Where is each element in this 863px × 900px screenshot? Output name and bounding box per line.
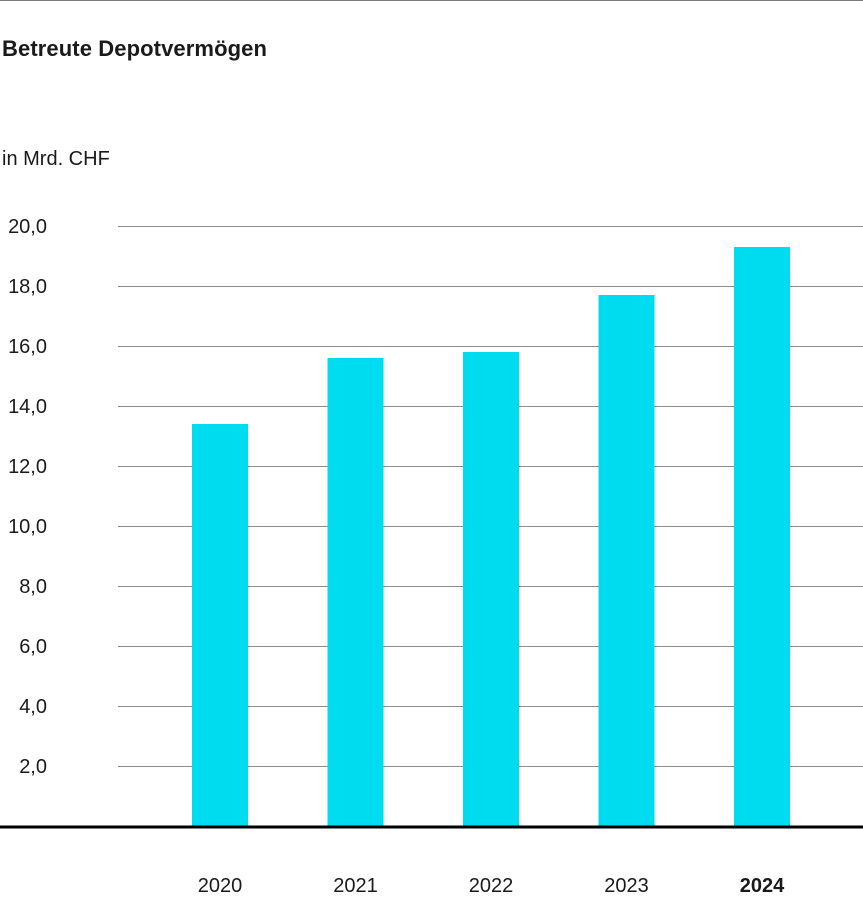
x-tick-label: 2024 — [740, 875, 785, 897]
top-divider — [0, 0, 863, 1]
y-tick-label: 4,0 — [19, 696, 47, 718]
y-tick-label: 2,0 — [19, 756, 47, 778]
x-tick-label: 2023 — [604, 875, 649, 897]
bar-2022 — [463, 352, 519, 826]
y-tick-label: 6,0 — [19, 636, 47, 658]
y-tick-label: 18,0 — [8, 276, 47, 298]
unit-label: in Mrd. CHF — [2, 148, 110, 170]
y-tick-label: 12,0 — [8, 456, 47, 478]
x-tick-label: 2022 — [469, 875, 514, 897]
y-tick-label: 10,0 — [8, 516, 47, 538]
y-tick-label: 20,0 — [8, 216, 47, 238]
chart-title: Betreute Depotvermögen — [2, 36, 268, 61]
x-tick-label: 2020 — [198, 875, 243, 897]
y-tick-label: 8,0 — [19, 576, 47, 598]
bar-2020 — [192, 424, 248, 826]
y-tick-label: 14,0 — [8, 396, 47, 418]
x-tick-label: 2021 — [333, 875, 378, 897]
y-tick-label: 16,0 — [8, 336, 47, 358]
bar-2024 — [734, 247, 790, 826]
bar-2023 — [598, 295, 655, 826]
bar-2021 — [327, 358, 384, 826]
